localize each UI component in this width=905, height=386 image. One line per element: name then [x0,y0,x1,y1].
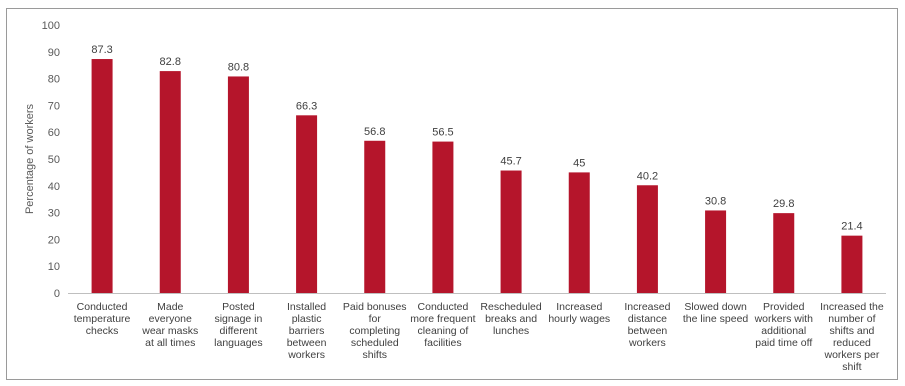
x-tick-label-line: the line speed [683,313,749,325]
bar [773,213,795,293]
x-tick-label-line: plastic [292,313,322,325]
bar [432,141,454,293]
x-tick-label-line: workers [628,337,666,349]
y-tick-label: 40 [48,181,60,193]
x-tick-label: Posted signage in different languages [214,301,262,349]
x-tick-label-line: Paid bonuses [343,301,407,313]
x-tick-label-line: lunches [493,325,529,337]
x-tick-label: Conducted more frequent cleaning of facilit… [410,301,475,349]
x-tick-label-line: signage in [214,313,262,325]
bar [296,115,318,293]
data-label: 21.4 [841,221,862,233]
data-label: 45 [573,157,585,169]
x-tick-label-line: shift [842,361,861,373]
x-tick-label: Increased distance between workers [624,301,670,349]
x-tick-label-line: checks [86,325,119,337]
x-tick-label-line: wear masks [141,325,198,337]
x-tick-label-line: Provided [763,301,805,313]
x-tick-label-line: reduced [833,337,871,349]
x-tick-label-line: cleaning of [418,325,469,337]
data-label: 80.8 [228,61,249,73]
bar [841,235,863,293]
x-tick-label-line: paid time off [755,337,812,349]
data-label: 29.8 [773,198,794,210]
x-tick-label-line: facilities [424,337,461,349]
data-label: 82.8 [160,56,181,68]
x-tick-label-line: more frequent [410,313,475,325]
x-tick-label-line: scheduled [351,337,399,349]
bar [227,76,249,294]
x-tick-label-line: different [220,325,258,337]
x-tick-label-line: workers per [823,349,879,361]
x-tick-label: Provided workers with additional paid time … [754,301,814,349]
y-tick-label: 70 [48,100,60,112]
x-tick-label-line: everyone [149,313,192,325]
x-tick-label: Increased the number of shifts and reduced w… [820,301,884,373]
x-tick-label-line: Made [157,301,183,313]
x-tick-label-line: distance [628,313,667,325]
x-tick-label-line: Increased [556,301,602,313]
y-tick-label: 60 [48,127,60,139]
data-label: 66.3 [296,100,317,112]
x-tick-label-line: between [628,325,668,337]
y-axis-label: Percentage of workers [24,103,36,214]
bar [568,172,590,293]
y-tick-label: 20 [48,234,60,246]
y-tick-label: 90 [48,47,60,59]
data-label: 56.5 [432,127,453,139]
x-tick-label-line: languages [214,337,262,349]
x-tick-label-line: Increased [624,301,670,313]
x-tick-label-line: barriers [289,325,325,337]
bar [636,185,658,293]
data-label: 30.8 [705,195,726,207]
x-tick-label-line: Installed [287,301,326,313]
x-tick-label-line: breaks and [485,313,537,325]
data-label: 40.2 [637,170,658,182]
x-tick-label: Installed plastic barriers between workers [287,301,327,361]
data-label: 87.3 [91,44,112,56]
x-tick-label-line: Increased the [820,301,884,313]
y-tick-label: 80 [48,74,60,86]
x-tick-label-line: additional [761,325,806,337]
data-label: 56.8 [364,126,385,138]
data-label: 45.7 [500,156,521,168]
x-tick-label-line: Conducted [418,301,469,313]
x-tick-label-line: shifts [362,349,387,361]
x-tick-label: Increased hourly wages [548,301,610,325]
bar [159,71,181,293]
x-tick-label-line: shifts and [829,325,874,337]
x-tick-label: Paid bonuses for completing scheduled shifts [343,301,407,361]
x-tick-label-line: workers with [754,313,814,325]
x-tick-label: Slowed down the line speed [683,301,749,325]
x-tick-label-line: temperature [74,313,131,325]
y-tick-label: 50 [48,154,60,166]
x-tick-label-line: Posted [222,301,255,313]
x-tick-label-line: Rescheduled [480,301,541,313]
x-tick-label-line: Slowed down [684,301,747,313]
bar [364,140,386,293]
x-tick-label-line: at all times [145,337,195,349]
bar [91,59,113,294]
x-tick-label: Conducted temperature checks [74,301,131,337]
x-tick-label: Rescheduled breaks and lunches [480,301,541,337]
x-tick-label: Made everyone wear masks at all times [141,301,198,349]
x-tick-label-line: between [287,337,327,349]
y-tick-label: 30 [48,208,60,220]
x-tick-label-line: Conducted [77,301,128,313]
x-tick-label-line: workers [287,349,325,361]
y-tick-label: 10 [48,261,60,273]
bar [500,170,522,293]
y-tick-label: 0 [54,288,60,300]
bar [705,210,727,293]
x-tick-label-line: completing [349,325,400,337]
x-tick-label-line: for [369,313,382,325]
y-tick-label: 100 [42,20,60,32]
x-tick-label-line: number of [828,313,875,325]
x-tick-label-line: hourly wages [548,313,610,325]
